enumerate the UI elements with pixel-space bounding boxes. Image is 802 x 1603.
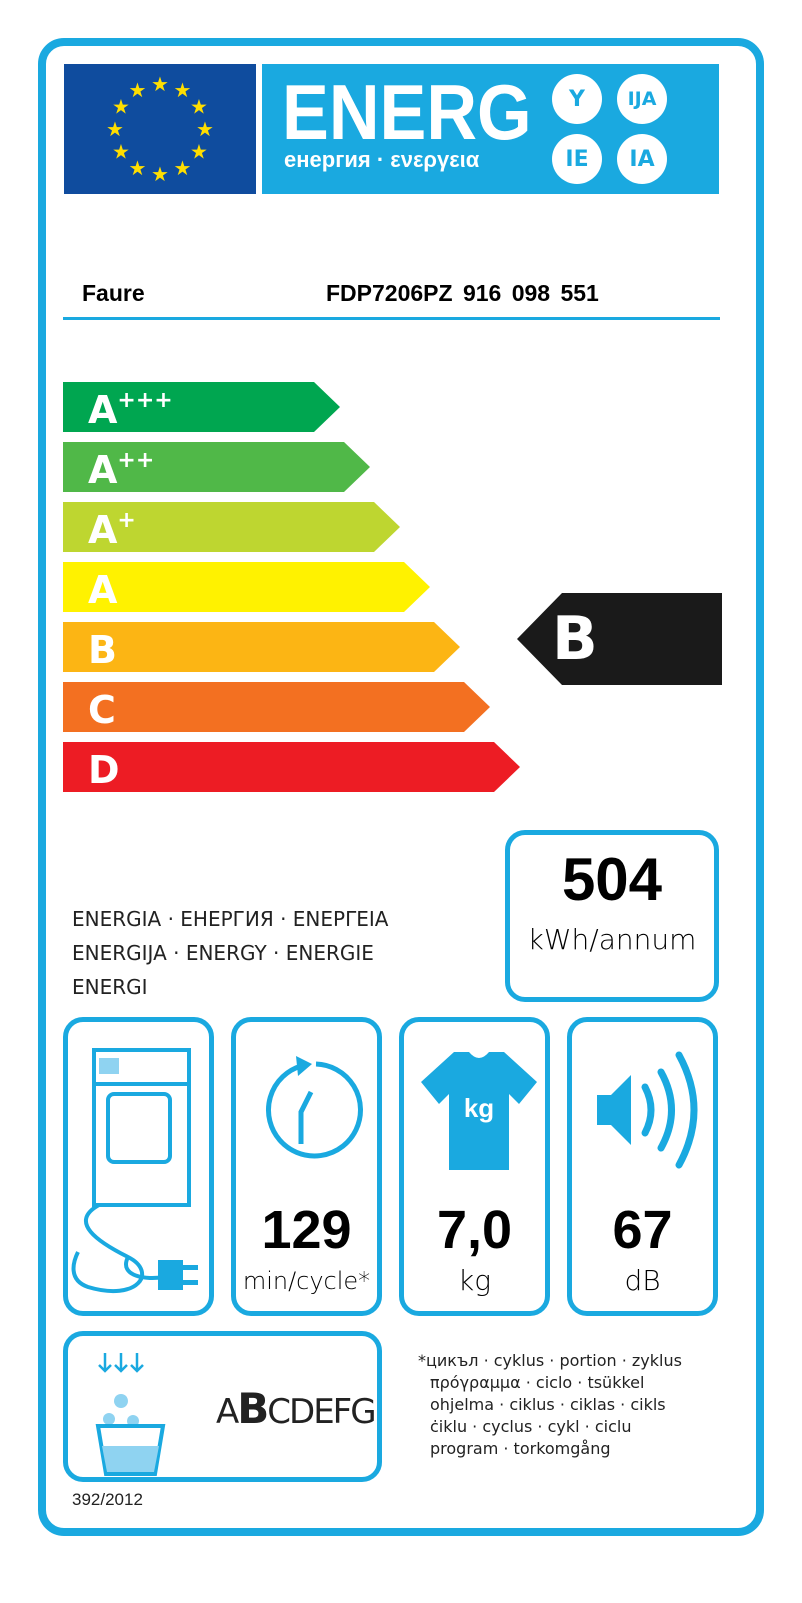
kg-icon-text: kg <box>464 1093 494 1123</box>
noise-box: 67 dB <box>567 1017 718 1316</box>
capacity-unit: kg <box>457 1264 492 1297</box>
class-label: C <box>88 688 116 732</box>
label-line: ENERGI <box>72 975 148 999</box>
language-suffix: IJA <box>617 74 667 124</box>
regulation-number: 392/2012 <box>72 1490 143 1509</box>
speaker-icon <box>597 1051 698 1169</box>
class-arrow-Ap <box>63 502 400 552</box>
energy-multilingual-label: ENERGIA · ЕНЕРГИЯ · ΕΝΕΡΓΕΙΑ ENERGIJA · … <box>72 902 388 1004</box>
rating-arrow <box>517 593 722 685</box>
cycle-time-box: 129 min/cycle* <box>231 1017 382 1316</box>
language-suffix: Y <box>552 74 602 124</box>
eu-star-icon: ★ <box>174 158 192 180</box>
energy-logo-banner: ENERG енергия · ενεργεια Y IJA IE IA <box>262 64 719 194</box>
footnote-line: ċiklu · cyclus · cykl · ciclu <box>430 1417 632 1436</box>
label-line: ENERGIJA · ENERGY · ENERGIE <box>72 941 374 965</box>
selected-condensation-class: B <box>237 1384 269 1433</box>
eu-star-icon: ★ <box>106 119 124 141</box>
eu-star-icon: ★ <box>112 97 130 119</box>
eu-star-icon: ★ <box>190 142 208 164</box>
eu-star-icon: ★ <box>196 119 214 141</box>
supplier-name: Faure <box>82 280 145 306</box>
language-suffix: IA <box>617 134 667 184</box>
footnote-line: πρόγραμμα · ciclo · tsükkel <box>430 1373 645 1392</box>
eu-star-icon: ★ <box>174 80 192 102</box>
footnote-line: program · torkomgång <box>430 1439 611 1458</box>
class-letter: A <box>216 1392 239 1432</box>
class-arrow-D <box>63 742 520 792</box>
condensation-efficiency-box: ABCDEFG <box>63 1331 382 1482</box>
class-letters: CDEFG <box>267 1392 376 1432</box>
footnote-line: *цикъл · cyklus · portion · zyklus <box>418 1351 682 1370</box>
eu-star-icon: ★ <box>151 164 169 186</box>
class-label: D <box>88 748 120 792</box>
energy-logo-subtitle: енергия · ενεργεια <box>284 147 480 172</box>
cycle-time-unit: min/cycle* <box>242 1267 371 1295</box>
divider <box>63 317 720 320</box>
eu-star-icon: ★ <box>112 142 130 164</box>
eu-flag-logo: ★ ★ ★ ★ ★ ★ ★ ★ ★ ★ ★ ★ <box>64 64 256 194</box>
class-arrow-Appp <box>63 382 340 432</box>
tshirt-icon: kg <box>421 1052 537 1170</box>
class-label: A <box>88 568 118 612</box>
energy-value: 504 <box>561 846 663 913</box>
class-arrow-C <box>63 682 490 732</box>
energy-logo-word: ENERG <box>282 68 532 156</box>
capacity-box: kg 7,0 kg <box>399 1017 550 1316</box>
cycle-footnote: *цикъл · cyklus · portion · zyklus πρόγρ… <box>418 1350 682 1460</box>
class-arrow-B <box>63 622 460 672</box>
rating-label: B <box>552 604 598 674</box>
eu-star-icon: ★ <box>129 158 147 180</box>
noise-unit: dB <box>624 1264 661 1297</box>
language-suffix: IE <box>552 134 602 184</box>
capacity-value: 7,0 <box>436 1200 513 1260</box>
eu-star-icon: ★ <box>190 97 208 119</box>
eu-star-icon: ★ <box>129 80 147 102</box>
energy-consumption-box: 504 kWh/annum <box>505 830 719 1002</box>
cycle-time-value: 129 <box>261 1200 352 1260</box>
label-line: ENERGIA · ЕНЕРГИЯ · ΕΝΕΡΓΕΙΑ <box>72 907 389 931</box>
dryer-plug-icon <box>71 1048 198 1294</box>
footnote-line: ohjelma · ciklus · ciklas · cikls <box>430 1395 666 1414</box>
class-arrow-App <box>63 442 370 492</box>
class-label: B <box>88 628 117 672</box>
noise-value: 67 <box>612 1200 673 1260</box>
water-basin-icon <box>95 1353 166 1476</box>
timer-icon <box>266 1056 363 1159</box>
eu-star-icon: ★ <box>151 74 169 96</box>
condensation-class-scale: ABCDEFG <box>216 1384 377 1433</box>
condenser-dryer-box <box>63 1017 214 1316</box>
label-frame <box>38 38 764 1536</box>
model-identifier: FDP7206PZ 916 098 551 <box>326 280 599 306</box>
class-arrow-A <box>63 562 430 612</box>
energy-unit: kWh/annum <box>527 923 697 956</box>
